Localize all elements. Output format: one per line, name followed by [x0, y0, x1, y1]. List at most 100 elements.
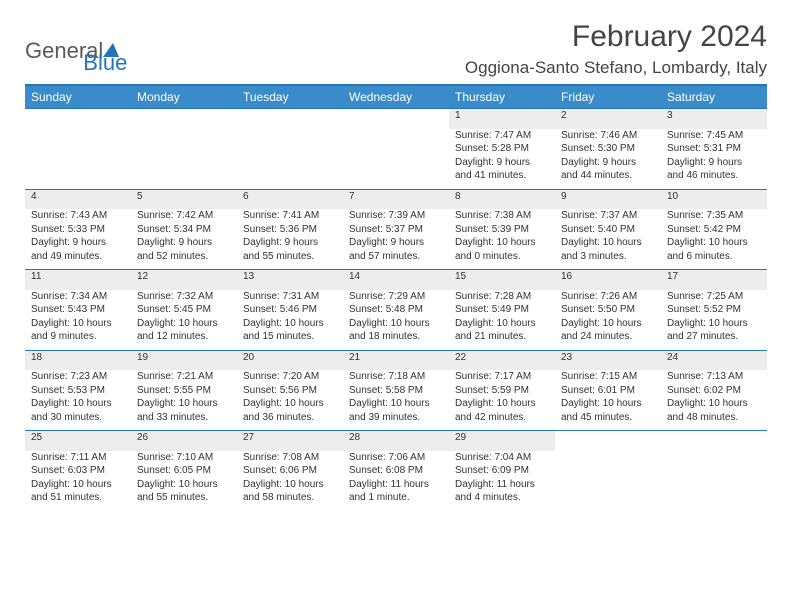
day-d1: Daylight: 9 hours — [137, 236, 231, 250]
day-d1: Daylight: 10 hours — [667, 317, 761, 331]
day-header-row: SundayMondayTuesdayWednesdayThursdayFrid… — [25, 86, 767, 109]
day-number-cell: 19 — [131, 350, 237, 370]
day-sr: Sunrise: 7:46 AM — [561, 129, 655, 143]
day-sr: Sunrise: 7:47 AM — [455, 129, 549, 143]
day-d2: and 57 minutes. — [349, 250, 443, 264]
day-number-cell — [343, 109, 449, 129]
day-d2: and 41 minutes. — [455, 169, 549, 183]
day-detail-cell: Sunrise: 7:04 AMSunset: 6:09 PMDaylight:… — [449, 451, 555, 511]
day-ss: Sunset: 5:46 PM — [243, 303, 337, 317]
week-number-row: 45678910 — [25, 189, 767, 209]
day-d2: and 55 minutes. — [137, 491, 231, 505]
day-d1: Daylight: 10 hours — [31, 478, 125, 492]
day-number-cell: 27 — [237, 431, 343, 451]
day-ss: Sunset: 5:31 PM — [667, 142, 761, 156]
day-d2: and 15 minutes. — [243, 330, 337, 344]
day-sr: Sunrise: 7:11 AM — [31, 451, 125, 465]
day-detail-cell: Sunrise: 7:42 AMSunset: 5:34 PMDaylight:… — [131, 209, 237, 270]
day-sr: Sunrise: 7:23 AM — [31, 370, 125, 384]
day-detail-cell: Sunrise: 7:26 AMSunset: 5:50 PMDaylight:… — [555, 290, 661, 351]
day-ss: Sunset: 6:01 PM — [561, 384, 655, 398]
day-d1: Daylight: 10 hours — [561, 236, 655, 250]
day-number-cell: 2 — [555, 109, 661, 129]
day-ss: Sunset: 5:30 PM — [561, 142, 655, 156]
week-number-row: 18192021222324 — [25, 350, 767, 370]
day-number-cell: 1 — [449, 109, 555, 129]
day-sr: Sunrise: 7:45 AM — [667, 129, 761, 143]
day-d2: and 18 minutes. — [349, 330, 443, 344]
day-sr: Sunrise: 7:15 AM — [561, 370, 655, 384]
day-header: Tuesday — [237, 86, 343, 109]
day-sr: Sunrise: 7:43 AM — [31, 209, 125, 223]
brand-part2: Blue — [83, 50, 127, 76]
day-ss: Sunset: 5:48 PM — [349, 303, 443, 317]
day-d1: Daylight: 10 hours — [137, 397, 231, 411]
day-number-cell: 22 — [449, 350, 555, 370]
day-d2: and 30 minutes. — [31, 411, 125, 425]
day-d2: and 24 minutes. — [561, 330, 655, 344]
day-detail-cell: Sunrise: 7:29 AMSunset: 5:48 PMDaylight:… — [343, 290, 449, 351]
day-d2: and 27 minutes. — [667, 330, 761, 344]
day-detail-cell: Sunrise: 7:15 AMSunset: 6:01 PMDaylight:… — [555, 370, 661, 431]
day-d2: and 36 minutes. — [243, 411, 337, 425]
week-detail-row: Sunrise: 7:23 AMSunset: 5:53 PM Daylight:… — [25, 370, 767, 431]
day-sr: Sunrise: 7:28 AM — [455, 290, 549, 304]
day-header: Wednesday — [343, 86, 449, 109]
day-sr: Sunrise: 7:18 AM — [349, 370, 443, 384]
week-number-row: 123 — [25, 109, 767, 129]
day-d2: and 58 minutes. — [243, 491, 337, 505]
day-ss: Sunset: 5:34 PM — [137, 223, 231, 237]
day-detail-cell: Sunrise: 7:46 AMSunset: 5:30 PMDaylight:… — [555, 129, 661, 190]
day-ss: Sunset: 5:59 PM — [455, 384, 549, 398]
day-header: Friday — [555, 86, 661, 109]
day-sr: Sunrise: 7:13 AM — [667, 370, 761, 384]
day-sr: Sunrise: 7:26 AM — [561, 290, 655, 304]
day-d1: Daylight: 9 hours — [31, 236, 125, 250]
day-number-cell: 25 — [25, 431, 131, 451]
day-ss: Sunset: 5:33 PM — [31, 223, 125, 237]
day-ss: Sunset: 5:56 PM — [243, 384, 337, 398]
day-d1: Daylight: 10 hours — [349, 317, 443, 331]
day-detail-cell: Sunrise: 7:31 AMSunset: 5:46 PMDaylight:… — [237, 290, 343, 351]
day-detail-cell: Sunrise: 7:17 AMSunset: 5:59 PMDaylight:… — [449, 370, 555, 431]
day-detail-cell: Sunrise: 7:32 AMSunset: 5:45 PMDaylight:… — [131, 290, 237, 351]
day-number-cell: 28 — [343, 431, 449, 451]
day-detail-cell: Sunrise: 7:28 AMSunset: 5:49 PMDaylight:… — [449, 290, 555, 351]
day-number-cell: 23 — [555, 350, 661, 370]
day-sr: Sunrise: 7:10 AM — [137, 451, 231, 465]
day-d1: Daylight: 9 hours — [243, 236, 337, 250]
day-ss: Sunset: 5:28 PM — [455, 142, 549, 156]
day-sr: Sunrise: 7:34 AM — [31, 290, 125, 304]
day-detail-cell: Sunrise: 7:43 AMSunset: 5:33 PMDaylight:… — [25, 209, 131, 270]
day-number-cell: 21 — [343, 350, 449, 370]
day-sr: Sunrise: 7:39 AM — [349, 209, 443, 223]
day-d1: Daylight: 10 hours — [667, 236, 761, 250]
day-detail-cell — [555, 451, 661, 511]
day-sr: Sunrise: 7:37 AM — [561, 209, 655, 223]
day-d1: Daylight: 11 hours — [349, 478, 443, 492]
day-detail-cell: Sunrise: 7:25 AMSunset: 5:52 PMDaylight:… — [661, 290, 767, 351]
day-ss: Sunset: 5:39 PM — [455, 223, 549, 237]
day-d2: and 55 minutes. — [243, 250, 337, 264]
day-number-cell: 12 — [131, 270, 237, 290]
day-ss: Sunset: 6:05 PM — [137, 464, 231, 478]
week-detail-row: Sunrise: 7:43 AMSunset: 5:33 PMDaylight:… — [25, 209, 767, 270]
day-sr: Sunrise: 7:20 AM — [243, 370, 337, 384]
day-detail-cell: Sunrise: 7:35 AMSunset: 5:42 PMDaylight:… — [661, 209, 767, 270]
day-detail-cell: Sunrise: 7:38 AMSunset: 5:39 PMDaylight:… — [449, 209, 555, 270]
day-detail-cell: Sunrise: 7:11 AMSunset: 6:03 PMDaylight:… — [25, 451, 131, 511]
day-number-cell: 18 — [25, 350, 131, 370]
day-number-cell: 3 — [661, 109, 767, 129]
day-d2: and 39 minutes. — [349, 411, 443, 425]
day-ss: Sunset: 5:49 PM — [455, 303, 549, 317]
day-ss: Sunset: 5:55 PM — [137, 384, 231, 398]
day-d1: Daylight: 10 hours — [561, 317, 655, 331]
location-subtitle: Oggiona-Santo Stefano, Lombardy, Italy — [465, 58, 767, 78]
day-number-cell: 17 — [661, 270, 767, 290]
day-ss: Sunset: 5:53 PM — [31, 384, 125, 398]
day-ss: Sunset: 5:58 PM — [349, 384, 443, 398]
day-d1: Daylight: 10 hours — [243, 317, 337, 331]
day-number-cell: 10 — [661, 189, 767, 209]
day-detail-cell: Sunrise: 7:47 AMSunset: 5:28 PMDaylight:… — [449, 129, 555, 190]
day-ss: Sunset: 5:37 PM — [349, 223, 443, 237]
